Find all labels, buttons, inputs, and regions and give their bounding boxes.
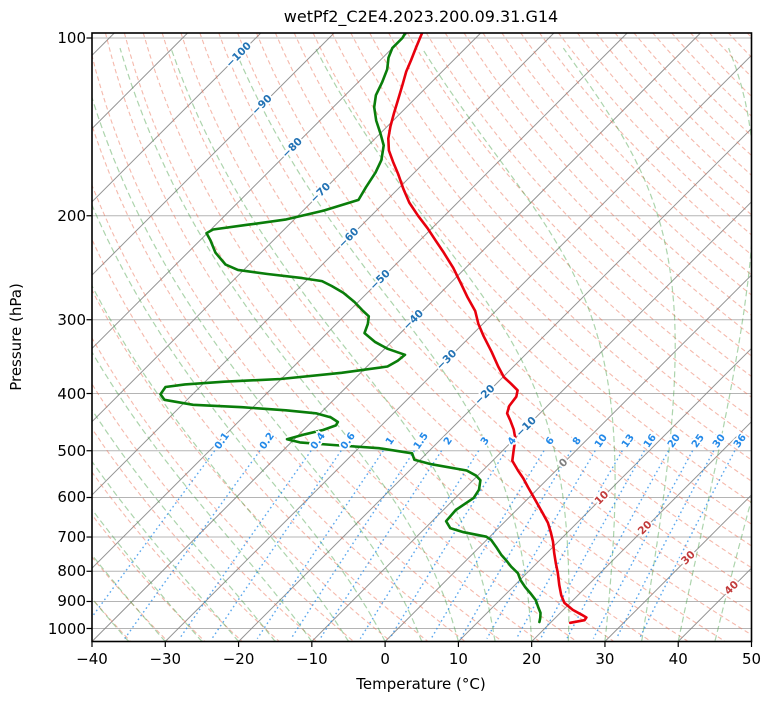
mixing-ratio-lines bbox=[92, 450, 736, 640]
axis-ticks bbox=[86, 37, 753, 647]
svg-text:0.2: 0.2 bbox=[258, 431, 277, 452]
x-axis-label: Temperature (°C) bbox=[356, 675, 486, 693]
svg-text:3: 3 bbox=[479, 435, 492, 447]
x-tick-label: 40 bbox=[668, 650, 688, 668]
plot-border bbox=[91, 32, 753, 643]
y-axis-label: Pressure (hPa) bbox=[7, 283, 25, 391]
y-tick-label: 400 bbox=[57, 384, 86, 403]
y-tick-label: 600 bbox=[57, 488, 86, 507]
svg-text:−100: −100 bbox=[224, 40, 254, 70]
x-tick-label: −10 bbox=[296, 650, 328, 668]
x-tick-label: 0 bbox=[380, 650, 390, 668]
x-tick-label: −30 bbox=[149, 650, 182, 668]
isotherm-lines bbox=[92, 33, 752, 642]
svg-text:8: 8 bbox=[571, 435, 584, 447]
x-tick-label: 10 bbox=[448, 650, 468, 668]
svg-text:0.1: 0.1 bbox=[213, 431, 232, 452]
y-tick-label: 800 bbox=[57, 562, 86, 581]
svg-text:10: 10 bbox=[593, 432, 610, 450]
dewpoint-curve bbox=[159, 33, 542, 624]
svg-text:1: 1 bbox=[384, 435, 397, 447]
plot-area: −100−90−80−70−60−50−40−30−20−10010203040… bbox=[92, 33, 752, 642]
x-tick-label: 50 bbox=[741, 650, 762, 668]
svg-text:0.6: 0.6 bbox=[339, 431, 358, 452]
x-tick-label: 30 bbox=[595, 650, 615, 668]
x-tick-label: −20 bbox=[222, 650, 255, 668]
y-tick-label: 100 bbox=[57, 29, 86, 47]
temperature-curve bbox=[386, 33, 588, 625]
svg-text:13: 13 bbox=[620, 432, 637, 450]
y-tick-label: 900 bbox=[57, 592, 86, 611]
pressure-gridlines bbox=[92, 37, 752, 629]
svg-text:20: 20 bbox=[666, 432, 683, 450]
chart-title: wetPf2_C2E4.2023.200.09.31.G14 bbox=[283, 7, 559, 26]
svg-text:1.5: 1.5 bbox=[412, 431, 431, 452]
y-tick-label: 200 bbox=[57, 206, 86, 225]
dry-adiabat-lines bbox=[92, 33, 752, 642]
y-tick-label: 500 bbox=[57, 441, 86, 460]
x-tick-label: −40 bbox=[76, 650, 108, 668]
y-tick-label: 700 bbox=[57, 528, 86, 547]
svg-text:6: 6 bbox=[544, 435, 557, 447]
y-tick-label: 300 bbox=[57, 310, 86, 329]
x-tick-label: 20 bbox=[522, 650, 542, 668]
svg-text:2: 2 bbox=[442, 435, 455, 447]
moist-adiabat-lines bbox=[92, 47, 752, 642]
y-tick-label: 1000 bbox=[47, 619, 86, 638]
